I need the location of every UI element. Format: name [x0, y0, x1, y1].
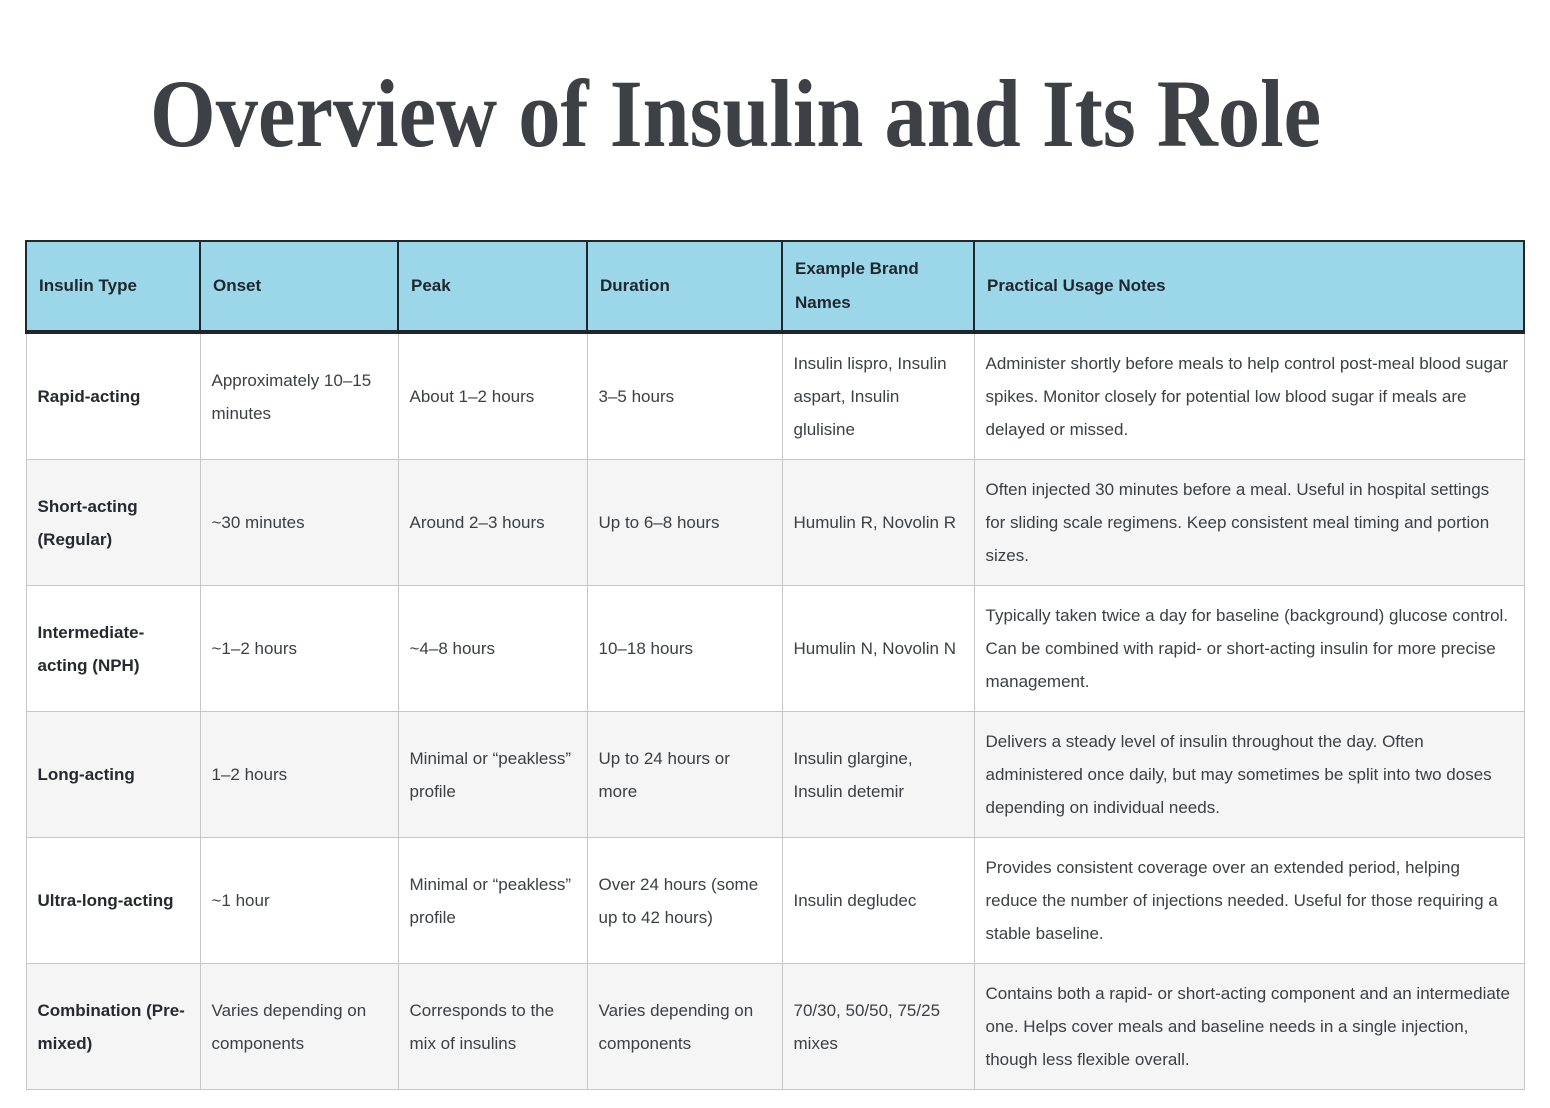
insulin-overview-table: Insulin Type Onset Peak Duration Example… — [25, 240, 1525, 1090]
cell-onset: ~1–2 hours — [199, 585, 399, 712]
col-header-brand-names: Example Brand Names — [781, 240, 975, 334]
table-row-ultra-long-acting: Ultra-long-acting ~1 hour Minimal or “pe… — [25, 837, 1525, 964]
cell-peak: ~4–8 hours — [397, 585, 588, 712]
cell-onset: ~1 hour — [199, 837, 399, 964]
col-header-usage-notes: Practical Usage Notes — [973, 240, 1525, 334]
cell-duration: Up to 24 hours or more — [586, 711, 783, 838]
cell-insulin-type: Short-acting (Regular) — [25, 459, 201, 586]
cell-duration: 3–5 hours — [586, 331, 783, 460]
cell-usage-notes: Administer shortly before meals to help … — [973, 331, 1525, 460]
cell-usage-notes: Provides consistent coverage over an ext… — [973, 837, 1525, 964]
cell-brand-names: 70/30, 50/50, 75/25 mixes — [781, 963, 975, 1090]
cell-onset: Approximately 10–15 minutes — [199, 331, 399, 460]
cell-duration: 10–18 hours — [586, 585, 783, 712]
cell-duration: Up to 6–8 hours — [586, 459, 783, 586]
table-row-rapid-acting: Rapid-acting Approximately 10–15 minutes… — [25, 331, 1525, 460]
cell-insulin-type: Intermediate-acting (NPH) — [25, 585, 201, 712]
page-title: Overview of Insulin and Its Role — [150, 60, 1322, 167]
cell-usage-notes: Contains both a rapid- or short-acting c… — [973, 963, 1525, 1090]
cell-usage-notes: Typically taken twice a day for baseline… — [973, 585, 1525, 712]
cell-insulin-type: Combination (Pre-mixed) — [25, 963, 201, 1090]
cell-usage-notes: Delivers a steady level of insulin throu… — [973, 711, 1525, 838]
cell-insulin-type: Rapid-acting — [25, 331, 201, 460]
table-row-combination: Combination (Pre-mixed) Varies depending… — [25, 963, 1525, 1090]
cell-brand-names: Humulin N, Novolin N — [781, 585, 975, 712]
cell-usage-notes: Often injected 30 minutes before a meal.… — [973, 459, 1525, 586]
cell-peak: About 1–2 hours — [397, 331, 588, 460]
col-header-onset: Onset — [199, 240, 399, 334]
cell-insulin-type: Ultra-long-acting — [25, 837, 201, 964]
cell-peak: Around 2–3 hours — [397, 459, 588, 586]
cell-brand-names: Insulin degludec — [781, 837, 975, 964]
table-row-short-acting: Short-acting (Regular) ~30 minutes Aroun… — [25, 459, 1525, 586]
cell-brand-names: Humulin R, Novolin R — [781, 459, 975, 586]
col-header-duration: Duration — [586, 240, 783, 334]
cell-brand-names: Insulin lispro, Insulin aspart, Insulin … — [781, 331, 975, 460]
cell-brand-names: Insulin glargine, Insulin detemir — [781, 711, 975, 838]
cell-peak: Minimal or “peakless” profile — [397, 837, 588, 964]
table-header-row: Insulin Type Onset Peak Duration Example… — [25, 240, 1525, 334]
cell-onset: Varies depending on components — [199, 963, 399, 1090]
cell-duration: Varies depending on components — [586, 963, 783, 1090]
cell-peak: Corresponds to the mix of insulins — [397, 963, 588, 1090]
table-row-long-acting: Long-acting 1–2 hours Minimal or “peakle… — [25, 711, 1525, 838]
cell-peak: Minimal or “peakless” profile — [397, 711, 588, 838]
cell-insulin-type: Long-acting — [25, 711, 201, 838]
col-header-peak: Peak — [397, 240, 588, 334]
cell-onset: ~30 minutes — [199, 459, 399, 586]
cell-onset: 1–2 hours — [199, 711, 399, 838]
table-row-intermediate-acting: Intermediate-acting (NPH) ~1–2 hours ~4–… — [25, 585, 1525, 712]
col-header-insulin-type: Insulin Type — [25, 240, 201, 334]
cell-duration: Over 24 hours (some up to 42 hours) — [586, 837, 783, 964]
